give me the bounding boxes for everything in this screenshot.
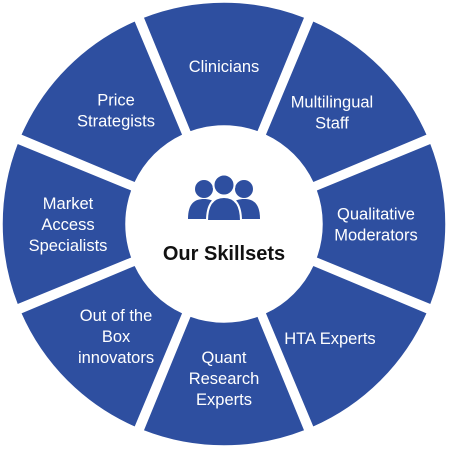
segment-label-line: HTA Experts bbox=[284, 330, 375, 348]
segment-label-multilingual-staff: Multilingual Staff bbox=[291, 94, 374, 133]
segment-label-line: Strategists bbox=[77, 113, 155, 131]
segment-qualitative-moderators bbox=[315, 142, 447, 306]
segment-label-line: Price bbox=[97, 92, 135, 110]
segment-hta-experts bbox=[264, 264, 429, 429]
segment-market-access-specialists bbox=[1, 142, 133, 306]
segment-label-line: Out of the bbox=[80, 307, 152, 325]
segment-label-line: Moderators bbox=[334, 227, 417, 245]
segment-ring bbox=[1, 1, 447, 447]
segment-label-line: Box bbox=[102, 328, 131, 346]
segment-label-quant-research-experts: Quant Research Experts bbox=[189, 349, 260, 409]
people-group-icon bbox=[188, 173, 260, 222]
segment-label-line: Research bbox=[189, 370, 260, 388]
segment-label-line: Qualitative bbox=[337, 206, 415, 224]
segment-multilingual-staff bbox=[264, 19, 429, 184]
segment-labels: Clinicians Multilingual Staff Qualitative Mo… bbox=[29, 58, 418, 409]
segment-label-hta-experts: HTA Experts bbox=[284, 330, 375, 348]
segment-out-of-the-box-innovators bbox=[19, 264, 184, 429]
segment-quant-research-experts bbox=[142, 315, 306, 447]
segment-price-strategists bbox=[19, 19, 184, 184]
segment-label-qualitative-moderators: Qualitative Moderators bbox=[334, 206, 417, 245]
segment-label-line: Access bbox=[41, 216, 94, 234]
segment-label-line: Staff bbox=[315, 115, 349, 133]
segment-label-clinicians: Clinicians bbox=[189, 58, 260, 76]
segment-label-line: Clinicians bbox=[189, 58, 260, 76]
segment-clinicians bbox=[142, 1, 306, 133]
segment-label-line: Specialists bbox=[29, 237, 108, 255]
center-title: Our Skillsets bbox=[163, 243, 285, 265]
segment-label-price-strategists: Price Strategists bbox=[77, 92, 155, 131]
segment-label-out-of-the-box-innovators: Out of the Box innovators bbox=[78, 307, 154, 367]
segment-label-line: Multilingual bbox=[291, 94, 374, 112]
segment-label-line: innovators bbox=[78, 349, 154, 367]
segment-label-line: Market bbox=[43, 195, 94, 213]
segment-label-line: Quant bbox=[202, 349, 247, 367]
segment-label-market-access-specialists: Market Access Specialists bbox=[29, 195, 108, 255]
segment-label-line: Experts bbox=[196, 391, 252, 409]
